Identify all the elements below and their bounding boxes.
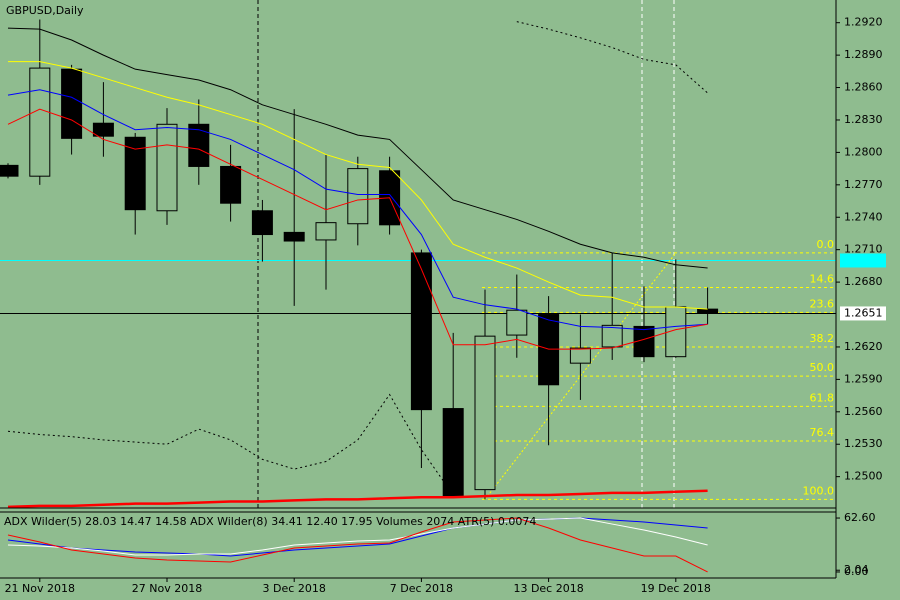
fib-label: 100.0 [803, 484, 835, 497]
x-tick-label: 21 Nov 2018 [5, 582, 75, 595]
y-tick-label: 0.00 [844, 565, 869, 578]
level-label-box [840, 253, 886, 268]
candle-body [410, 252, 432, 411]
y-tick-label: 1.2500 [844, 470, 883, 483]
indicator-line [7, 489, 708, 509]
candle-body [220, 165, 242, 204]
y-tick-label: 1.2920 [844, 16, 883, 29]
x-tick-label: 7 Dec 2018 [390, 582, 453, 595]
fib-label: 50.0 [810, 361, 835, 374]
fib-label: 61.8 [810, 391, 835, 404]
candle-body [506, 309, 528, 336]
fib-label: 14.6 [810, 273, 835, 286]
candle-body [538, 314, 560, 386]
price-label-box [840, 306, 886, 321]
price-label: 1.2651 [844, 306, 883, 319]
y-tick-label: 1.2770 [844, 178, 883, 191]
y-tick-label: 1.2740 [844, 210, 883, 223]
y-tick-label: 62.60 [844, 511, 876, 524]
y-tick-label: 2.04 [844, 563, 869, 576]
candle-body [442, 408, 464, 498]
candle-body [156, 123, 178, 212]
candle-body [0, 164, 19, 177]
fib-label: 38.2 [810, 332, 835, 345]
candle-body [347, 168, 369, 225]
candle-body [633, 325, 655, 358]
x-tick-label: 3 Dec 2018 [263, 582, 326, 595]
candle-body [569, 347, 591, 364]
indicator-line [516, 21, 708, 94]
indicator-title: ADX Wilder(5) 28.03 14.47 14.58 ADX Wild… [4, 515, 536, 528]
indicator-line [7, 89, 708, 331]
candle-body [92, 122, 114, 137]
fib-label: 76.4 [810, 426, 835, 439]
indicator-line [7, 517, 708, 556]
y-tick-label: 1.2860 [844, 81, 883, 94]
indicator-line [8, 61, 708, 310]
candle-body [474, 335, 496, 491]
y-tick-label: 1.2830 [844, 113, 883, 126]
indicator-line [7, 108, 708, 350]
indicator-line [7, 27, 708, 269]
candle-body [315, 222, 337, 241]
candle-body [283, 231, 305, 242]
candle-body [61, 68, 83, 139]
fib-label: 23.6 [810, 297, 835, 310]
chart-title: GBPUSD,Daily [6, 4, 84, 17]
y-tick-label: 1.2620 [844, 340, 883, 353]
y-tick-label: 1.2530 [844, 437, 883, 450]
y-tick-label: 1.2590 [844, 372, 883, 385]
y-tick-label: 1.2890 [844, 48, 883, 61]
x-tick-label: 19 Dec 2018 [641, 582, 711, 595]
x-tick-label: 27 Nov 2018 [132, 582, 202, 595]
x-tick-label: 13 Dec 2018 [513, 582, 583, 595]
candle-body [697, 308, 719, 314]
y-tick-label: 1.2710 [844, 243, 883, 256]
indicator-line [7, 393, 454, 496]
candle-body [251, 210, 273, 236]
y-tick-label: 1.2800 [844, 145, 883, 158]
y-tick-label: 1.2680 [844, 275, 883, 288]
y-tick-label: 1.2560 [844, 405, 883, 418]
candle-body [124, 136, 146, 211]
candle-body [601, 324, 623, 348]
candle-body [29, 67, 51, 177]
fib-label: 0.0 [817, 238, 835, 251]
indicator-line [7, 517, 708, 573]
candle-body [188, 123, 210, 167]
indicator-line [7, 517, 708, 557]
